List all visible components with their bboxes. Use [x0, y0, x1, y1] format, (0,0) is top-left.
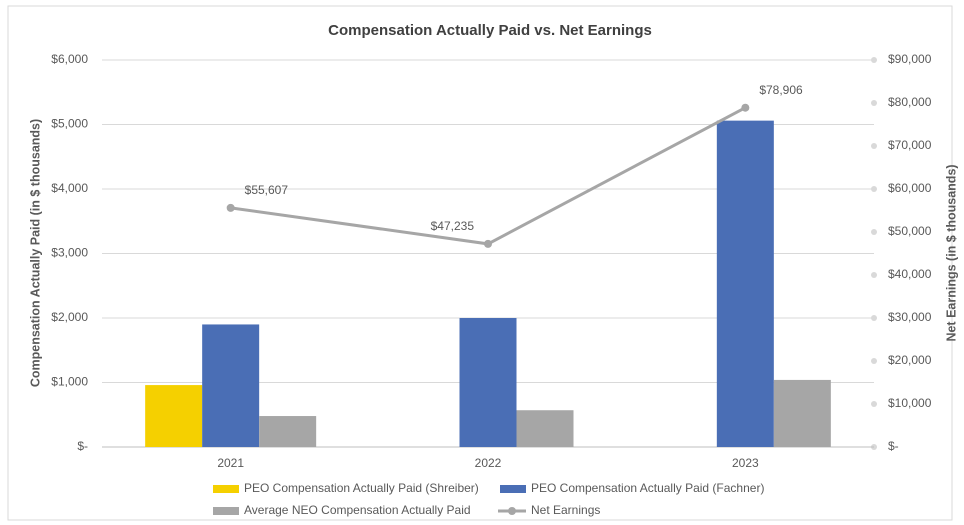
x-tick-label: 2022 [475, 456, 502, 470]
legend-swatch [213, 485, 239, 493]
legend-label: Average NEO Compensation Actually Paid [244, 503, 471, 517]
bar [773, 379, 831, 447]
y2-tick-mark [871, 358, 877, 364]
y2-tick-mark [871, 186, 877, 192]
y-tick-label: $5,000 [51, 117, 88, 131]
y2-tick-label: $90,000 [888, 52, 932, 66]
y-axis-title: Compensation Actually Paid (in $ thousan… [28, 119, 42, 387]
y2-tick-label: $80,000 [888, 95, 932, 109]
legend-label: Net Earnings [531, 503, 600, 517]
y2-tick-label: $- [888, 439, 899, 453]
legend-swatch [500, 485, 526, 493]
y-tick-label: $6,000 [51, 52, 88, 66]
y-tick-label: $2,000 [51, 310, 88, 324]
y2-tick-label: $60,000 [888, 181, 932, 195]
y-tick-label: $3,000 [51, 246, 88, 260]
y2-tick-label: $30,000 [888, 310, 932, 324]
legend-swatch [213, 507, 239, 515]
y2-tick-mark [871, 229, 877, 235]
y2-tick-label: $10,000 [888, 396, 932, 410]
bar [716, 120, 774, 447]
y2-tick-label: $50,000 [888, 224, 932, 238]
bar [516, 410, 574, 447]
bar [145, 385, 203, 447]
bar [202, 324, 260, 447]
legend-label: PEO Compensation Actually Paid (Shreiber… [244, 481, 479, 495]
bar [459, 318, 517, 447]
line-point [226, 203, 235, 212]
y2-tick-label: $20,000 [888, 353, 932, 367]
y-tick-label: $- [77, 439, 88, 453]
y2-tick-mark [871, 401, 877, 407]
line-point [741, 103, 750, 112]
y2-tick-mark [871, 315, 877, 321]
y2-axis-title: Net Earnings (in $ thousands) [944, 164, 958, 341]
legend-swatch [508, 507, 516, 515]
bar [259, 416, 317, 447]
y2-tick-label: $70,000 [888, 138, 932, 152]
data-label: $78,906 [759, 83, 803, 97]
data-label: $55,607 [245, 183, 289, 197]
x-tick-label: 2021 [217, 456, 244, 470]
legend-label: PEO Compensation Actually Paid (Fachner) [531, 481, 764, 495]
x-tick-label: 2023 [732, 456, 759, 470]
y2-tick-mark [871, 100, 877, 106]
y2-tick-mark [871, 57, 877, 63]
chart-title: Compensation Actually Paid vs. Net Earni… [328, 22, 652, 39]
data-label: $47,235 [431, 219, 475, 233]
y2-tick-mark [871, 272, 877, 278]
y-tick-label: $1,000 [51, 375, 88, 389]
line-point [484, 239, 492, 248]
y2-tick-mark [871, 143, 877, 149]
y2-tick-label: $40,000 [888, 267, 932, 281]
y-tick-label: $4,000 [51, 181, 88, 195]
